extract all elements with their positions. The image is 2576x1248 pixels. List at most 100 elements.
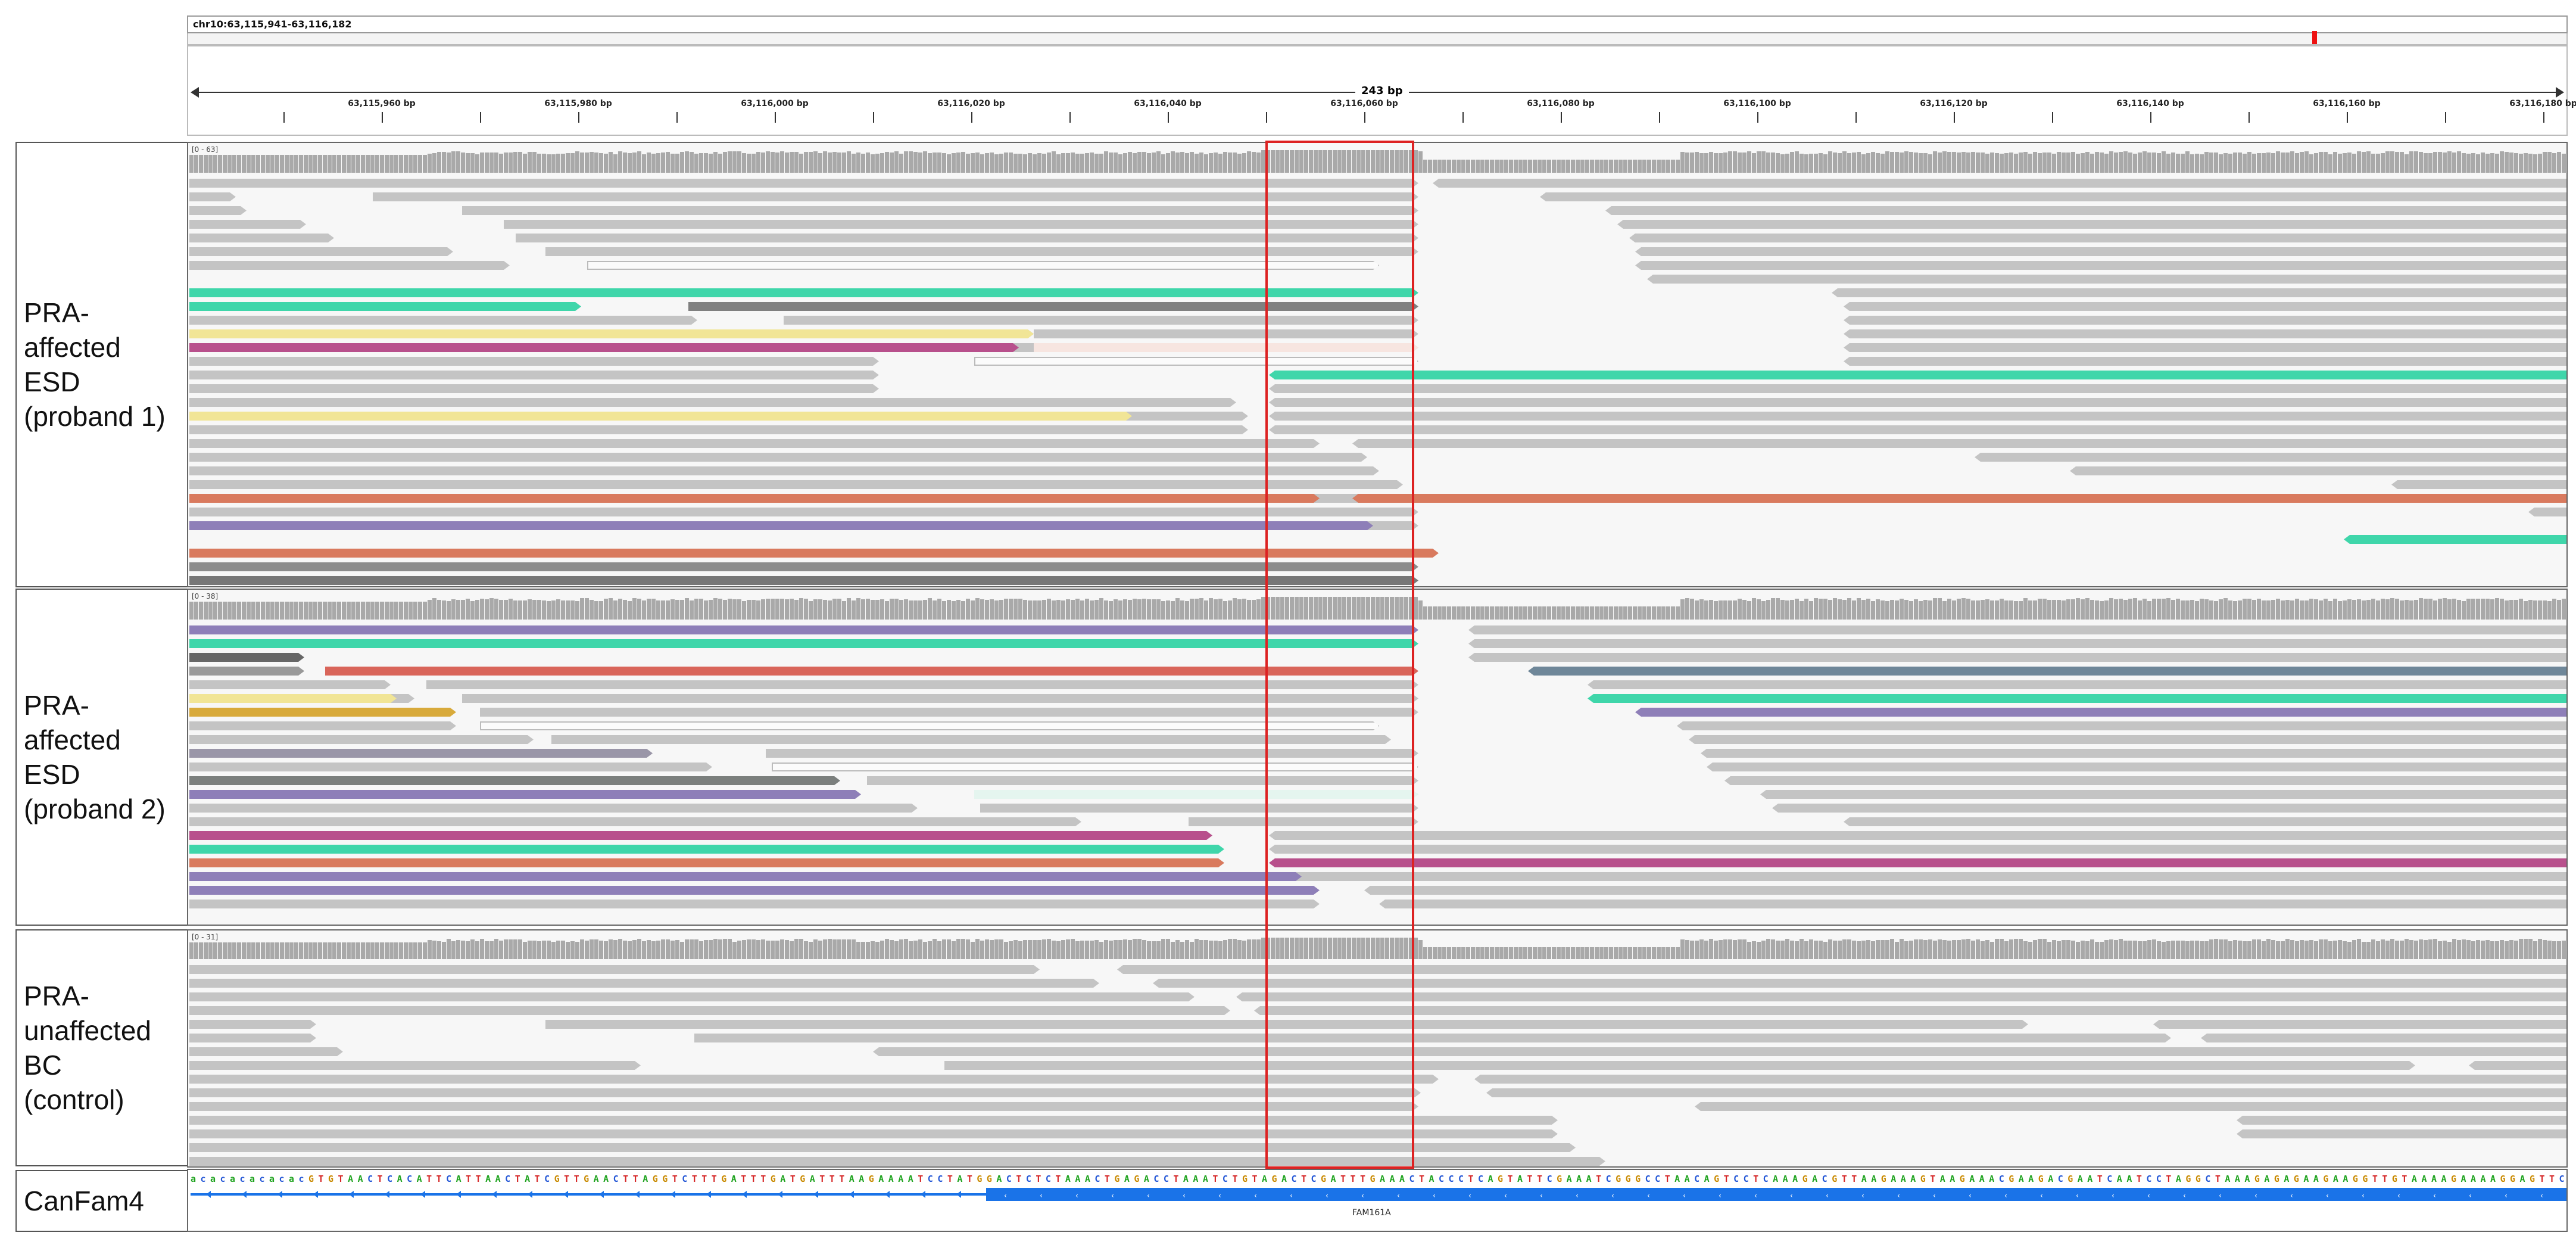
aligned-read[interactable]: [373, 192, 1418, 201]
aligned-read[interactable]: [867, 776, 1418, 785]
aligned-read[interactable]: [325, 667, 1418, 676]
aligned-read[interactable]: [1844, 817, 2566, 826]
aligned-read[interactable]: [189, 1034, 316, 1042]
aligned-read[interactable]: [1352, 494, 2566, 503]
aligned-read[interactable]: [189, 192, 236, 201]
aligned-read[interactable]: [189, 316, 697, 325]
aligned-read[interactable]: [189, 1088, 1421, 1097]
aligned-read[interactable]: [189, 371, 879, 379]
aligned-read[interactable]: [1528, 667, 2566, 676]
aligned-read[interactable]: [189, 694, 397, 703]
aligned-read[interactable]: [694, 1034, 2171, 1042]
aligned-read[interactable]: [189, 1075, 1439, 1084]
aligned-read[interactable]: [1647, 275, 2566, 284]
alignment-panel-proband-1[interactable]: [0 - 63]: [187, 142, 2568, 587]
aligned-read[interactable]: [688, 302, 1418, 311]
aligned-read[interactable]: [462, 694, 1418, 703]
aligned-read[interactable]: [1254, 1006, 2566, 1015]
aligned-read[interactable]: [1034, 343, 1418, 352]
aligned-read[interactable]: [1844, 329, 2566, 338]
aligned-read[interactable]: [189, 992, 1195, 1001]
aligned-read[interactable]: [189, 1129, 1558, 1138]
aligned-read[interactable]: [1364, 886, 2566, 895]
aligned-read[interactable]: [873, 1047, 2566, 1056]
aligned-read[interactable]: [189, 466, 1379, 475]
aligned-read[interactable]: [189, 206, 247, 215]
aligned-read[interactable]: [1117, 965, 2566, 974]
aligned-read[interactable]: [2201, 1034, 2566, 1042]
aligned-read[interactable]: [189, 261, 510, 270]
aligned-read[interactable]: [980, 804, 1418, 813]
aligned-read[interactable]: [189, 521, 1373, 530]
aligned-read[interactable]: [944, 1061, 2415, 1070]
aligned-read[interactable]: [1605, 206, 2566, 215]
aligned-read[interactable]: [1689, 735, 2566, 744]
aligned-read[interactable]: [1236, 992, 2566, 1001]
aligned-read[interactable]: [1677, 721, 2566, 730]
aligned-read[interactable]: [1844, 343, 2566, 352]
aligned-read[interactable]: [1701, 749, 2566, 758]
aligned-read[interactable]: [1635, 708, 2566, 717]
aligned-read[interactable]: [2344, 535, 2566, 544]
aligned-read[interactable]: [587, 261, 1379, 270]
aligned-read[interactable]: [1269, 425, 2566, 434]
aligned-read[interactable]: [189, 288, 1418, 297]
aligned-read[interactable]: [189, 220, 306, 229]
aligned-read[interactable]: [189, 639, 1418, 648]
aligned-read[interactable]: [189, 776, 840, 785]
aligned-read[interactable]: [189, 979, 1099, 988]
aligned-read[interactable]: [189, 680, 391, 689]
aligned-read[interactable]: [1635, 261, 2566, 270]
aligned-read[interactable]: [1269, 872, 2566, 881]
aligned-read[interactable]: [189, 576, 1418, 585]
aligned-read[interactable]: [1269, 371, 2566, 379]
aligned-read[interactable]: [1724, 776, 2566, 785]
aligned-read[interactable]: [189, 302, 581, 311]
aligned-read[interactable]: [1269, 412, 2566, 421]
aligned-read[interactable]: [189, 357, 879, 366]
aligned-read[interactable]: [1468, 653, 2566, 662]
aligned-read[interactable]: [189, 625, 1418, 634]
aligned-read[interactable]: [189, 384, 879, 393]
aligned-read[interactable]: [2237, 1129, 2566, 1138]
aligned-read[interactable]: [189, 708, 456, 717]
aligned-read[interactable]: [1379, 900, 2566, 908]
aligned-read[interactable]: [1468, 625, 2566, 634]
aligned-read[interactable]: [1695, 1102, 2566, 1111]
aligned-read[interactable]: [1635, 247, 2566, 256]
aligned-read[interactable]: [974, 357, 1418, 366]
aligned-read[interactable]: [189, 749, 653, 758]
aligned-read[interactable]: [2070, 466, 2566, 475]
aligned-read[interactable]: [480, 708, 1418, 717]
aligned-read[interactable]: [189, 412, 1132, 421]
aligned-read[interactable]: [189, 1061, 641, 1070]
aligned-read[interactable]: [189, 425, 1248, 434]
alignment-panel-control[interactable]: [0 - 31]: [187, 929, 2568, 1168]
aligned-read[interactable]: [189, 453, 1367, 462]
aligned-read[interactable]: [189, 735, 534, 744]
aligned-read[interactable]: [1629, 234, 2566, 242]
aligned-read[interactable]: [189, 508, 1418, 516]
aligned-read[interactable]: [1269, 384, 2566, 393]
aligned-read[interactable]: [189, 817, 1081, 826]
aligned-read[interactable]: [189, 343, 1019, 352]
aligned-read[interactable]: [189, 653, 304, 662]
aligned-read[interactable]: [1760, 790, 2566, 799]
aligned-read[interactable]: [504, 220, 1418, 229]
aligned-read[interactable]: [1707, 763, 2566, 771]
aligned-read[interactable]: [189, 858, 1224, 867]
aligned-read[interactable]: [189, 965, 1040, 974]
aligned-read[interactable]: [189, 831, 1212, 840]
aligned-read[interactable]: [189, 900, 1320, 908]
aligned-read[interactable]: [189, 763, 712, 771]
aligned-read[interactable]: [1269, 398, 2566, 407]
aligned-read[interactable]: [189, 1020, 316, 1029]
aligned-read[interactable]: [189, 398, 1236, 407]
aligned-read[interactable]: [189, 247, 453, 256]
aligned-read[interactable]: [189, 1102, 1418, 1111]
aligned-read[interactable]: [1975, 453, 2566, 462]
aligned-read[interactable]: [189, 480, 1403, 489]
aligned-read[interactable]: [772, 763, 1418, 771]
aligned-read[interactable]: [1486, 1088, 2566, 1097]
aligned-read[interactable]: [189, 721, 456, 730]
